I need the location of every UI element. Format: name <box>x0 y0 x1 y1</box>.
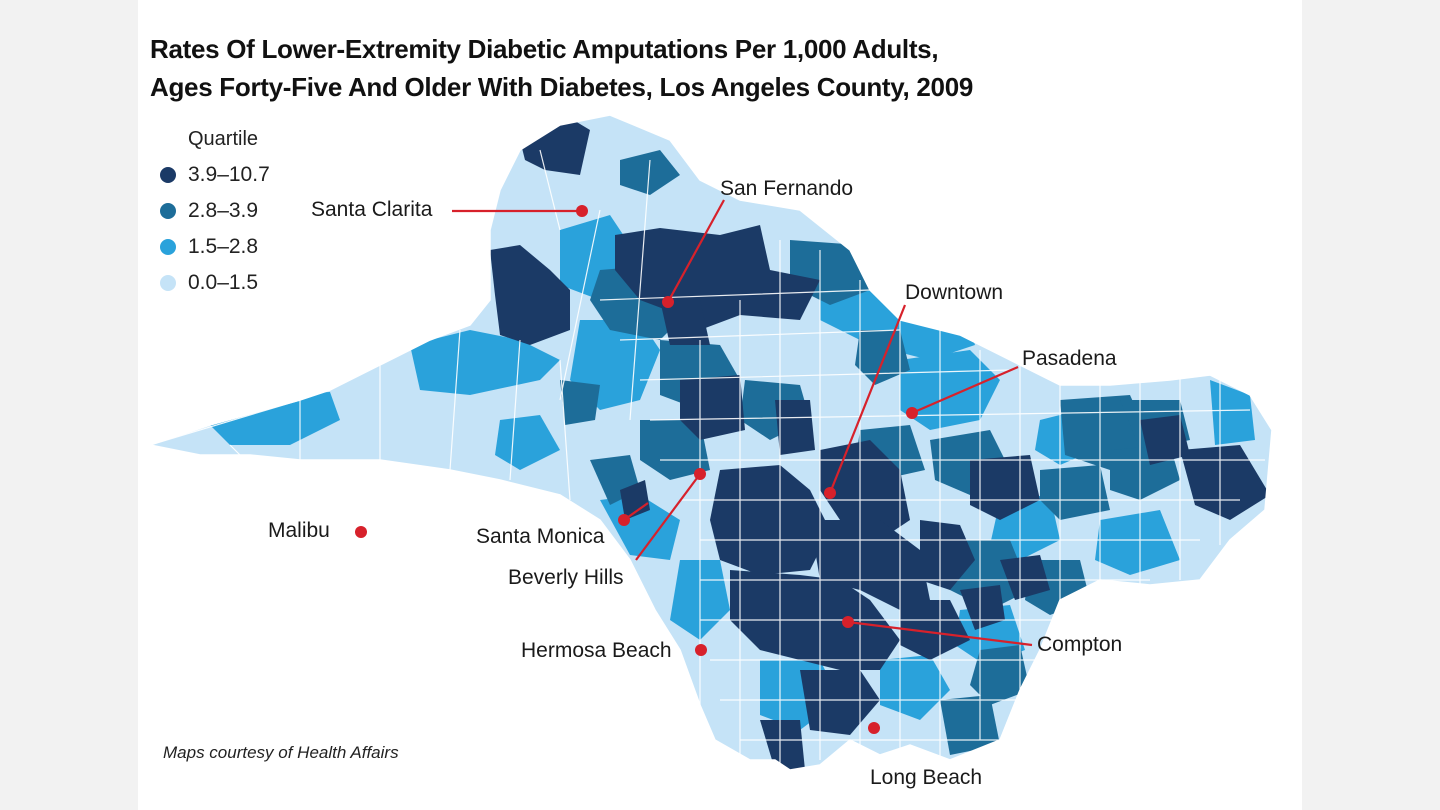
marker-pasadena <box>906 407 918 419</box>
leader-line-compton <box>847 620 1033 647</box>
label-santa-clarita: Santa Clarita <box>311 198 433 221</box>
title-line-1: Rates Of Lower-Extremity Diabetic Amputa… <box>150 34 939 64</box>
legend-label: 0.0–1.5 <box>188 271 259 294</box>
label-beverly-hills: Beverly Hills <box>508 566 624 589</box>
leader-line-beverly-hills <box>635 473 701 561</box>
map-title: Rates Of Lower-Extremity Diabetic Amputa… <box>150 30 973 106</box>
label-hermosa-beach: Hermosa Beach <box>521 639 672 662</box>
legend-swatch <box>160 167 176 183</box>
place-markers <box>355 205 918 734</box>
marker-santa-monica <box>618 514 630 526</box>
marker-beverly-hills <box>694 468 706 480</box>
leader-line-pasadena <box>911 365 1019 415</box>
title-line-2: Ages Forty-Five And Older With Diabetes,… <box>150 72 974 102</box>
leader-line-san-fernando <box>667 199 725 303</box>
legend-item-quartile-1: 0.0–1.5 <box>160 265 270 301</box>
marker-hermosa-beach <box>695 644 707 656</box>
region-boundaries <box>150 149 1265 770</box>
county-outline <box>147 114 1273 771</box>
marker-malibu <box>355 526 367 538</box>
legend-label: 3.9–10.7 <box>188 163 270 186</box>
label-compton: Compton <box>1037 633 1123 656</box>
legend-item-quartile-3: 2.8–3.9 <box>160 193 270 229</box>
legend-item-quartile-2: 1.5–2.8 <box>160 229 270 265</box>
label-downtown: Downtown <box>905 281 1004 304</box>
label-pasadena: Pasadena <box>1022 347 1117 370</box>
legend-item-quartile-4: 3.9–10.7 <box>160 157 270 193</box>
legend: Quartile 3.9–10.7 2.8–3.9 1.5–2.8 0.0–1.… <box>160 128 270 301</box>
leader-line-downtown <box>828 304 907 494</box>
legend-label: 1.5–2.8 <box>188 235 259 258</box>
map-credit: Maps courtesy of Health Affairs <box>163 743 399 762</box>
legend-label: 2.8–3.9 <box>188 199 259 222</box>
legend-swatch <box>160 275 176 291</box>
legend-title: Quartile <box>188 128 259 150</box>
leader-lines <box>452 199 1033 647</box>
marker-compton <box>842 616 854 628</box>
marker-long-beach <box>868 722 880 734</box>
label-long-beach: Long Beach <box>870 766 983 789</box>
legend-swatch <box>160 203 176 219</box>
legend-swatch <box>160 239 176 255</box>
label-malibu: Malibu <box>268 519 330 542</box>
label-santa-monica: Santa Monica <box>476 525 605 548</box>
marker-santa-clarita <box>576 205 588 217</box>
marker-san-fernando <box>662 296 674 308</box>
marker-downtown <box>824 487 836 499</box>
label-san-fernando: San Fernando <box>720 177 854 200</box>
